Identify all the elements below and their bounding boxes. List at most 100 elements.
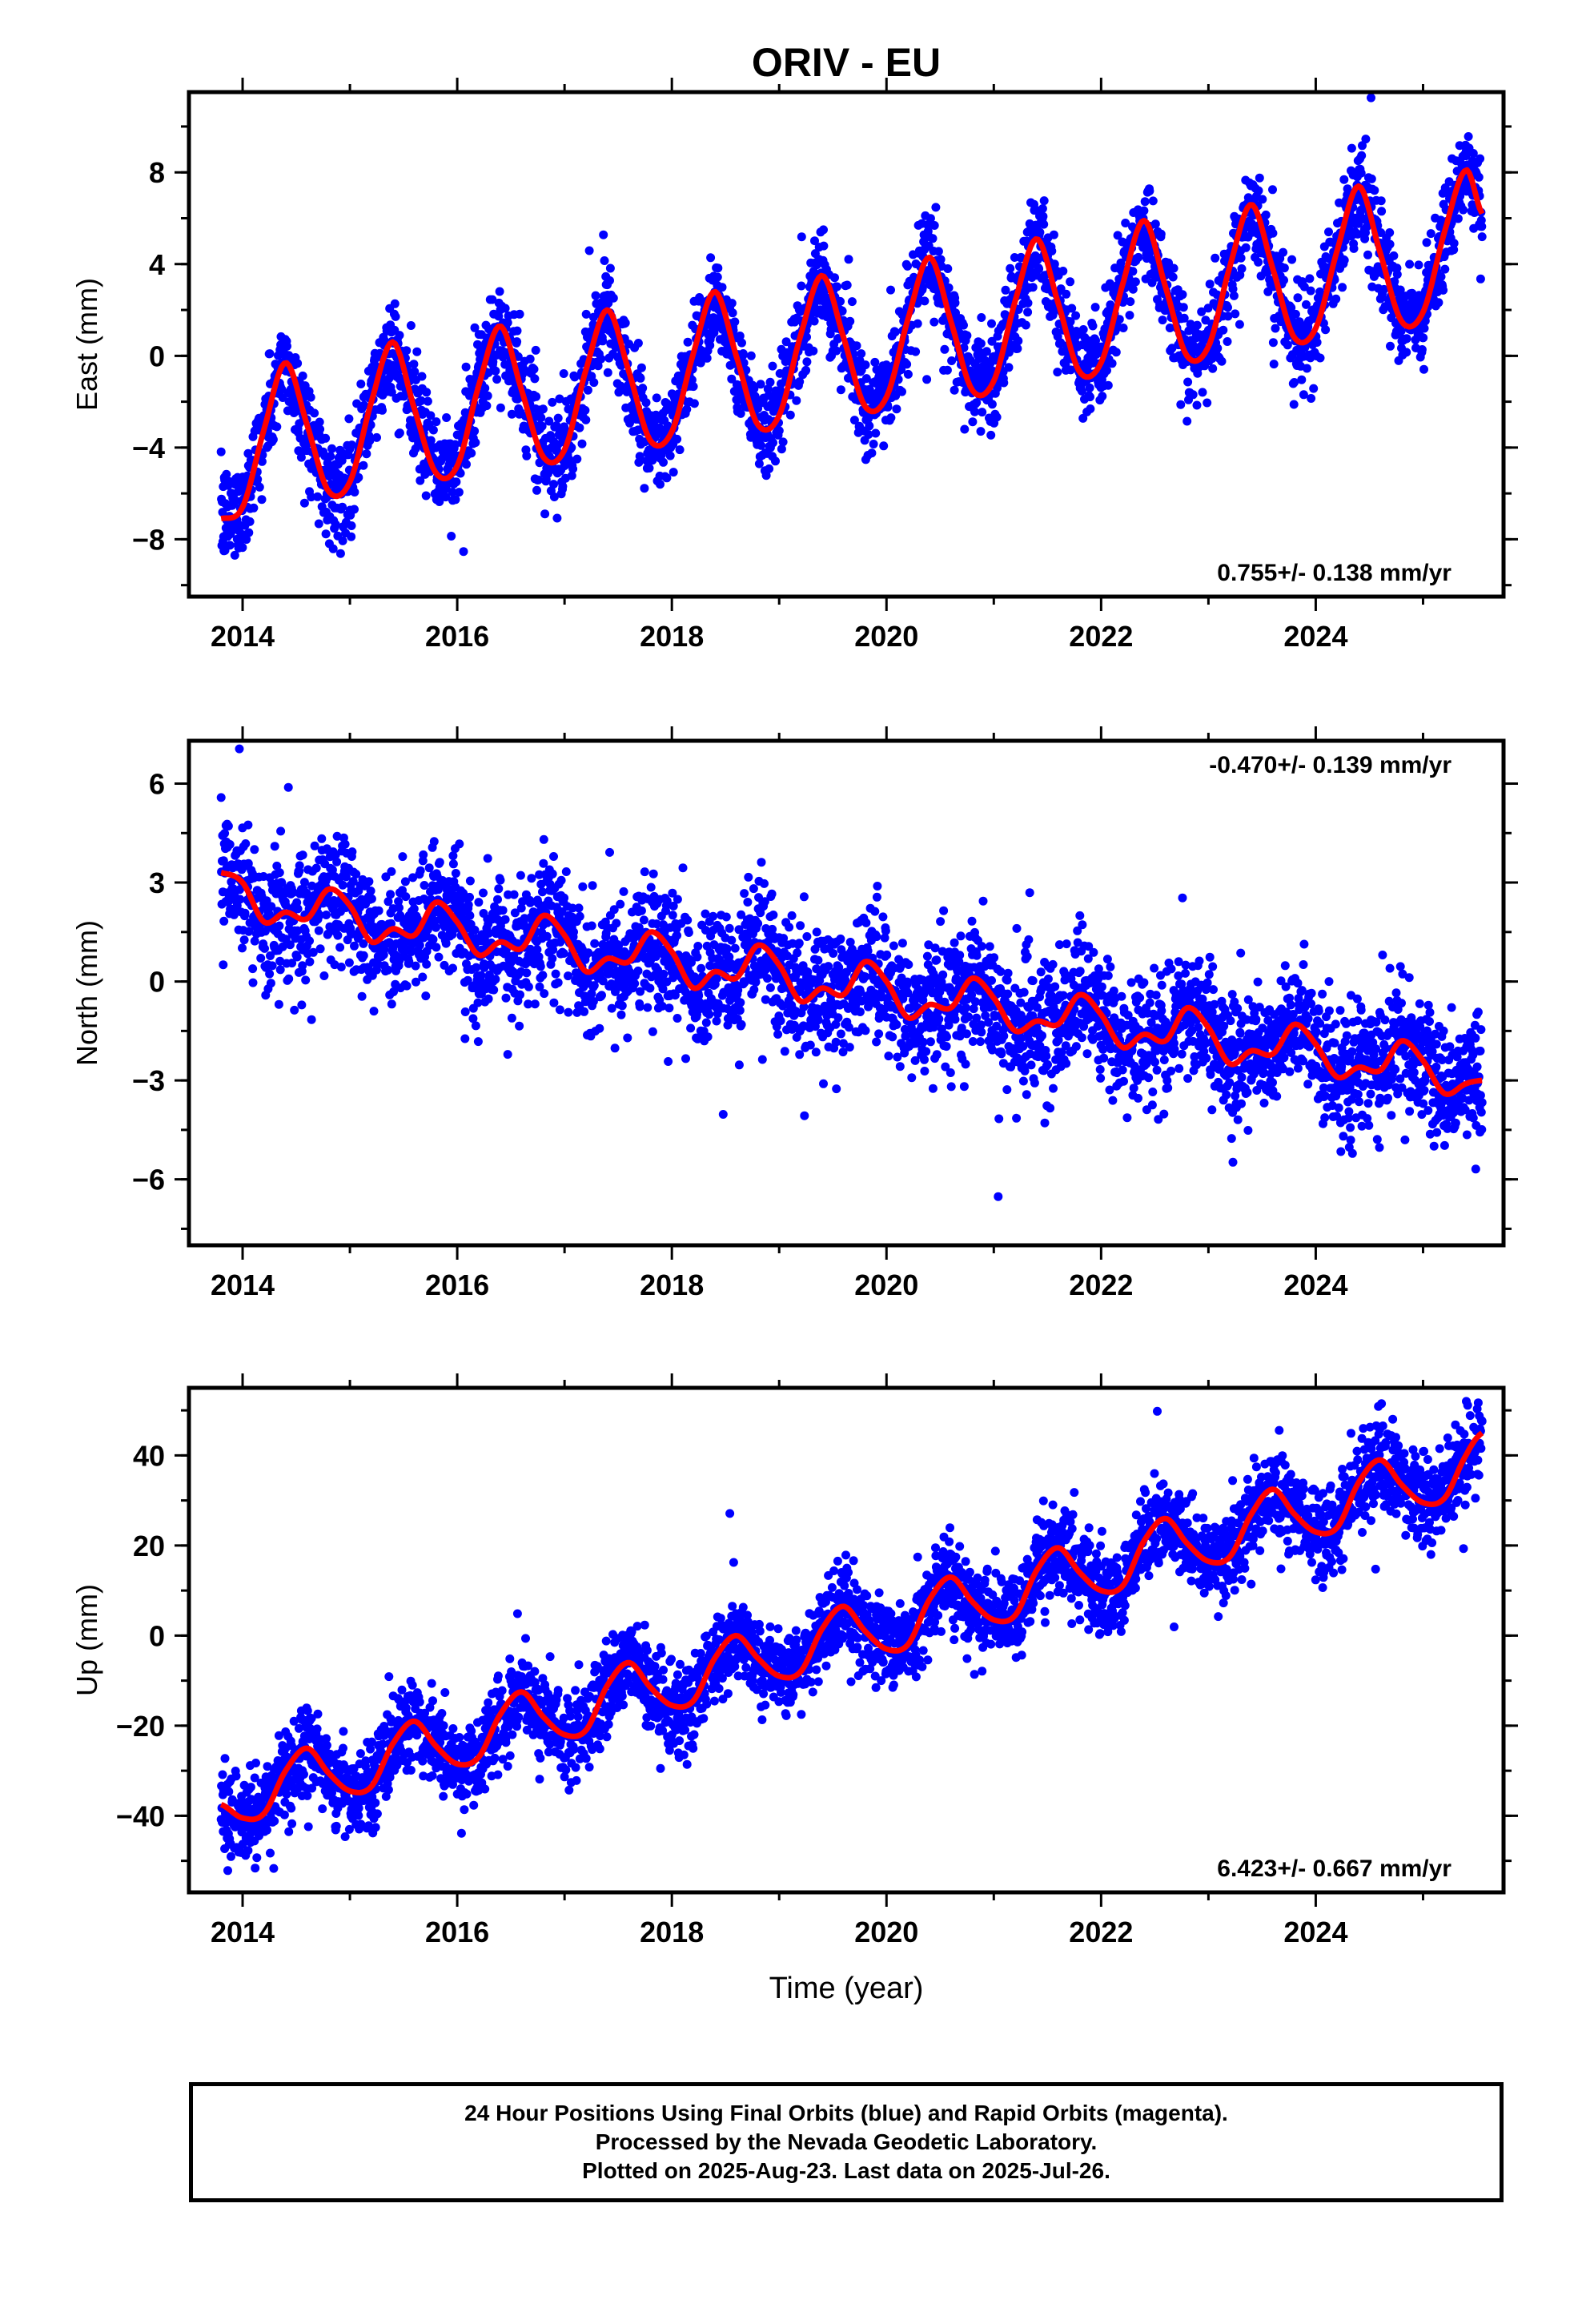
east-data-point — [553, 413, 563, 423]
east-data-point — [982, 347, 991, 356]
east-data-point — [1476, 154, 1485, 163]
north-data-point — [374, 906, 383, 915]
north-data-point — [266, 951, 275, 960]
east-data-point — [1213, 344, 1223, 353]
east-data-point — [659, 457, 668, 467]
east-data-point — [1140, 197, 1150, 207]
north-data-point — [673, 895, 682, 904]
north-data-point — [516, 990, 524, 999]
east-data-point — [1229, 291, 1239, 300]
east-data-point — [682, 404, 692, 414]
east-data-point — [857, 349, 866, 359]
north-data-point — [429, 837, 439, 846]
chart-title: ORIV - EU — [752, 40, 941, 85]
east-data-point — [763, 384, 773, 394]
east-data-point — [727, 299, 737, 308]
north-data-point — [588, 997, 598, 1006]
east-data-point — [765, 464, 774, 473]
east-data-point — [730, 317, 740, 327]
north-data-point — [472, 963, 481, 972]
east-data-point — [549, 480, 558, 489]
north-data-point — [494, 884, 504, 894]
east-data-point — [512, 337, 522, 347]
north-data-point — [464, 900, 473, 910]
north-data-point — [507, 1013, 516, 1023]
east-data-point — [230, 550, 239, 560]
north-data-point — [595, 1023, 604, 1033]
north-data-point — [396, 911, 405, 920]
north-data-point — [387, 999, 396, 1009]
north-data-point — [518, 897, 528, 907]
east-data-point — [451, 495, 460, 505]
east-data-point — [1116, 258, 1126, 267]
north-data-point — [307, 1015, 316, 1024]
east-x-tick-label: 2024 — [1283, 620, 1347, 653]
east-data-point — [245, 517, 255, 526]
east-data-point — [778, 437, 788, 447]
north-data-point — [359, 939, 368, 948]
east-data-point — [702, 353, 712, 363]
north-data-point — [659, 920, 668, 930]
east-data-point — [1367, 174, 1376, 183]
east-data-point — [810, 236, 819, 246]
north-data-point — [555, 1005, 564, 1015]
east-data-point — [802, 332, 811, 342]
north-data-point — [484, 928, 494, 938]
east-data-point — [1440, 264, 1450, 274]
east-data-point — [1263, 267, 1272, 277]
north-data-point — [474, 898, 484, 907]
east-data-point — [765, 377, 775, 387]
east-data-point — [522, 451, 532, 460]
north-data-point — [383, 897, 393, 907]
east-data-point — [421, 491, 431, 501]
east-data-point — [1376, 196, 1386, 206]
east-data-point — [1125, 311, 1134, 320]
east-data-point — [665, 451, 675, 460]
north-data-point — [569, 927, 578, 937]
east-data-point — [1254, 186, 1263, 195]
east-data-point — [283, 341, 291, 351]
east-data-point — [552, 513, 562, 523]
east-data-point — [930, 317, 939, 327]
east-data-point — [1299, 282, 1309, 292]
north-data-point — [564, 971, 572, 981]
north-data-point — [530, 999, 540, 1009]
east-data-point — [1363, 250, 1372, 259]
east-data-point — [1158, 316, 1167, 325]
north-data-point — [344, 958, 354, 967]
east-data-point — [225, 541, 235, 550]
east-data-point — [532, 485, 541, 495]
east-data-point — [268, 435, 278, 444]
east-data-point — [781, 337, 791, 347]
east-data-point — [1449, 245, 1459, 255]
east-data-point — [881, 360, 891, 370]
east-data-point — [1339, 255, 1349, 265]
east-data-point — [683, 337, 693, 347]
east-data-point — [1426, 229, 1435, 239]
north-data-point — [678, 863, 688, 873]
east-data-point — [819, 241, 829, 251]
north-data-point — [219, 916, 229, 926]
east-data-point — [1086, 404, 1095, 413]
east-data-point — [1066, 277, 1075, 287]
east-data-point — [736, 408, 745, 418]
east-data-point — [819, 225, 828, 235]
east-data-point — [293, 359, 303, 368]
east-data-point — [354, 472, 363, 482]
east-data-point — [1392, 270, 1402, 279]
north-data-point — [308, 947, 318, 957]
east-data-point — [347, 521, 356, 530]
east-data-point — [1279, 275, 1288, 285]
north-data-point — [229, 910, 239, 919]
east-data-point — [1289, 400, 1299, 409]
east-data-point — [447, 532, 456, 541]
east-data-point — [581, 415, 591, 424]
east-data-point — [861, 374, 871, 384]
east-data-point — [1121, 219, 1130, 227]
east-data-point — [936, 255, 946, 264]
east-data-point — [1134, 252, 1143, 262]
east-data-point — [1207, 354, 1217, 364]
east-data-point — [1023, 298, 1033, 308]
north-data-point — [673, 1014, 682, 1023]
